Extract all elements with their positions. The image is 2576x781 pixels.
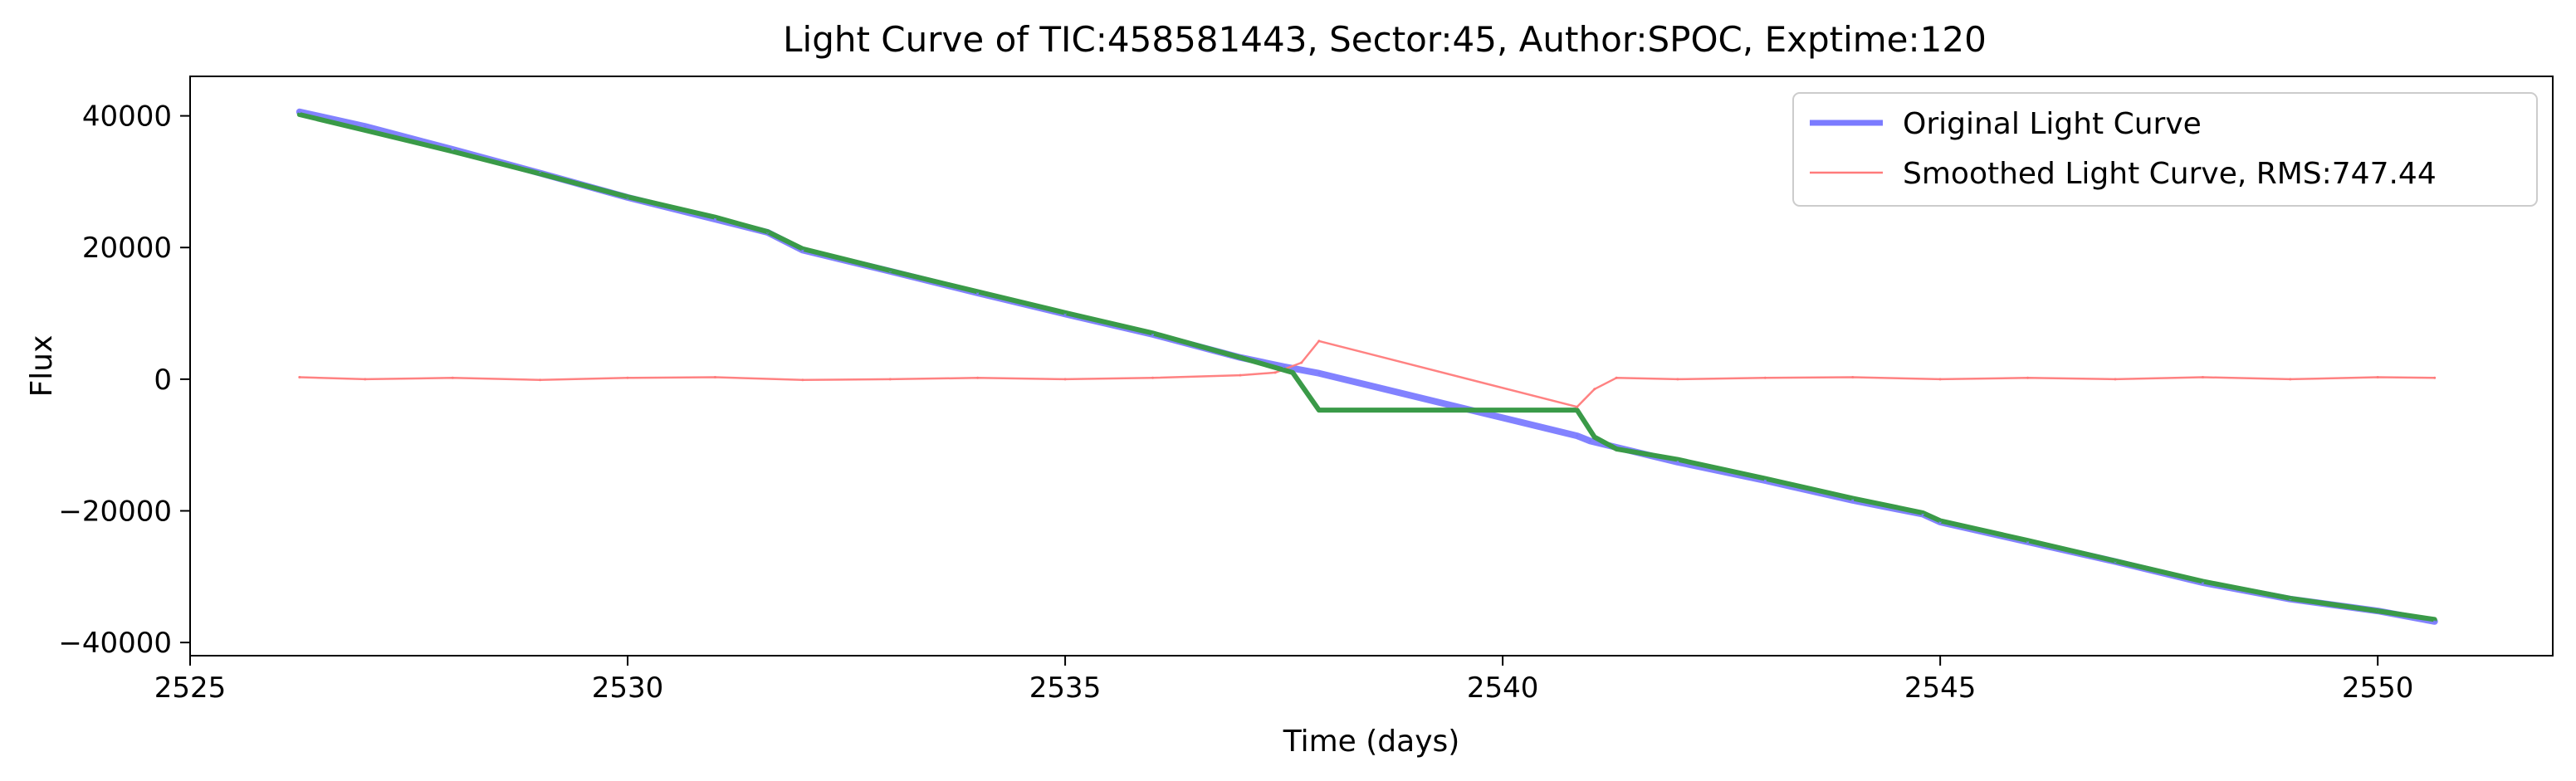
data-point-trend [976,290,980,293]
plot-frame [189,76,2554,657]
x-tick-label: 2550 [2342,671,2414,705]
data-point-trend [2289,597,2292,600]
data-point-smoothed [626,376,629,379]
data-point-trend [626,195,629,198]
data-point-trend [2201,579,2204,583]
data-point-smoothed [1615,376,1618,379]
data-point-trend [801,247,804,251]
data-point-trend [1938,519,1942,522]
series-line-smoothed [299,339,2435,408]
data-point-trend [2376,609,2379,613]
x-tick-label: 2535 [1029,671,1102,705]
data-point-smoothed [2026,376,2030,379]
data-point-smoothed [2289,378,2292,381]
data-point-smoothed [539,378,542,382]
data-point-trend [2026,539,2030,542]
data-point-trend [1676,458,1679,461]
data-point-smoothed [364,378,367,381]
data-point-smoothed [888,378,892,381]
data-point-trend [2114,559,2117,563]
data-point-smoothed [1576,405,1579,408]
data-point-trend [1921,511,1924,515]
data-point-trend [1763,477,1767,481]
data-point-original [2433,620,2437,623]
data-point-original [1576,434,1579,437]
y-tick-label: −40000 [58,627,172,660]
y-axis: 40000 20000 0 −20000 −40000 [58,100,190,660]
data-point-original [1763,479,1767,482]
data-point-trend [539,172,542,175]
data-point-trend [1317,408,1321,412]
data-point-smoothed [801,378,804,382]
data-point-original [1317,372,1321,375]
data-point-smoothed [2433,376,2437,379]
data-point-trend [1291,371,1294,374]
chart-title: Light Curve of TIC:458581443, Sector:45,… [783,19,1987,60]
x-tick-label: 2530 [592,671,664,705]
data-point-smoothed [976,376,980,379]
data-point-smoothed [1151,376,1154,379]
x-tick-label: 2540 [1467,671,1539,705]
y-axis-title: Flux [25,335,59,398]
data-point-smoothed [1851,376,1855,378]
legend: Original Light Curve Smoothed Light Curv… [1792,92,2538,207]
y-tick-label: 40000 [82,100,172,134]
data-point-trend [1615,447,1618,451]
data-point-original [713,217,716,221]
data-point-smoothed [1763,376,1767,379]
data-point-smoothed [713,376,716,378]
data-point-original [1283,365,1286,369]
data-point-original [1589,439,1591,442]
y-tick-label: −20000 [58,495,172,529]
data-point-original [1851,499,1855,502]
legend-label-smoothed: Smoothed Light Curve, RMS:747.44 [1903,157,2437,191]
data-point-trend [766,230,770,233]
data-point-smoothed [2114,378,2117,381]
data-point-trend [1576,408,1579,412]
data-point-smoothed [298,376,301,378]
data-point-trend [888,269,892,272]
data-point-smoothed [1593,388,1596,391]
y-tick-label: 0 [154,364,172,397]
data-point-trend [1239,356,1242,359]
data-point-smoothed [1063,378,1067,381]
data-point-smoothed [1938,378,1942,381]
x-tick-label: 2525 [154,671,227,705]
data-point-smoothed [451,376,454,379]
data-point-smoothed [2376,376,2379,378]
data-point-trend [1151,331,1154,334]
legend-label-original: Original Light Curve [1903,107,2202,141]
data-point-trend [451,149,454,153]
data-point-smoothed [1273,371,1277,374]
data-point-original [364,124,367,128]
data-point-original [1676,461,1679,464]
y-tick-label: 20000 [82,232,172,265]
data-point-original [298,110,301,114]
x-axis: 2525 2530 2535 2540 2545 2550 [154,656,2414,705]
data-point-smoothed [2201,376,2204,378]
data-point-trend [1063,311,1067,315]
data-point-smoothed [1317,339,1321,343]
data-point-smoothed [1676,378,1679,381]
data-point-trend [1593,436,1596,439]
data-point-smoothed [1300,361,1303,364]
data-point-original [451,148,454,151]
series-layer [296,108,2438,625]
data-point-trend [2433,617,2437,621]
data-point-trend [713,216,716,219]
data-point-smoothed [1239,373,1242,377]
data-point-trend [1851,496,1855,500]
legend-box [1792,92,2538,207]
data-point-trend [298,113,301,116]
x-axis-title: Time (days) [1283,725,1460,759]
x-tick-label: 2545 [1904,671,1977,705]
data-point-trend [364,129,367,132]
